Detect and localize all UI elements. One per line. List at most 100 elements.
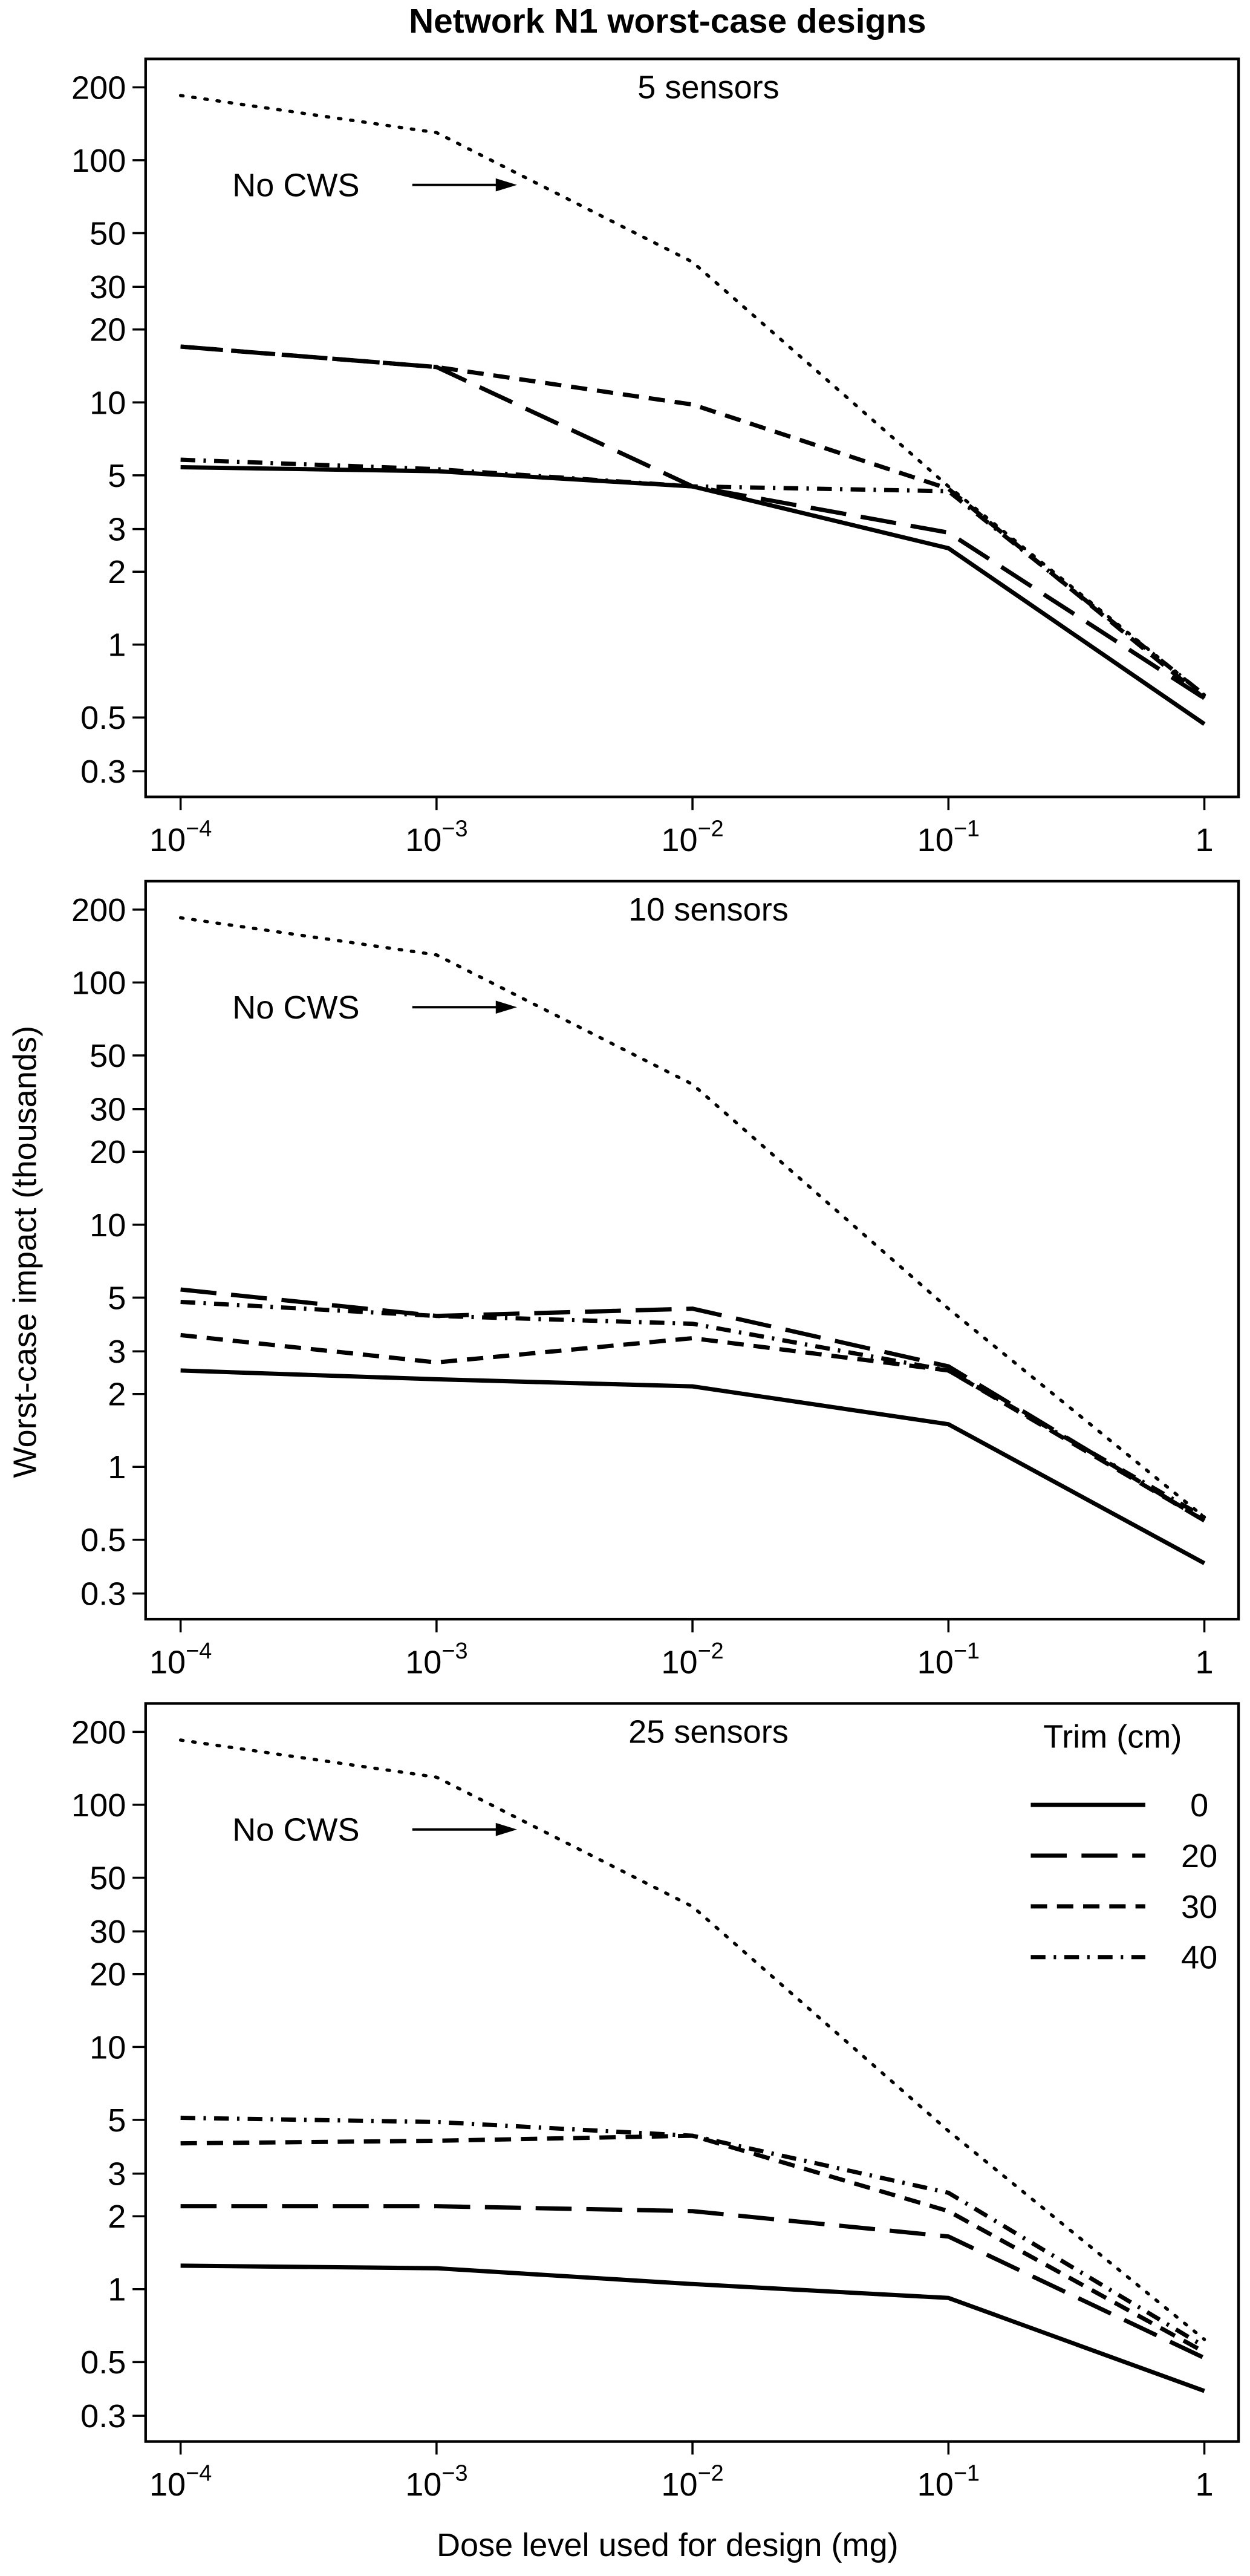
y-tick-label: 0.3 xyxy=(80,1576,126,1612)
figure-title: Network N1 worst-case designs xyxy=(409,2,926,41)
x-tick-exponent: −4 xyxy=(186,817,212,842)
y-tick-label: 100 xyxy=(71,965,126,1001)
x-tick-exponent: −3 xyxy=(441,1639,467,1664)
series-line xyxy=(180,1368,1206,1565)
x-tick-label: 10−2 xyxy=(661,2461,723,2503)
x-tick-exponent: −4 xyxy=(186,2461,212,2486)
y-tick-label: 2 xyxy=(108,1377,126,1413)
y-tick-label: 200 xyxy=(71,1714,126,1750)
x-tick-label: 10−4 xyxy=(149,817,212,858)
y-tick-label: 0.5 xyxy=(80,700,126,736)
y-tick-label: 200 xyxy=(71,892,126,928)
series-line xyxy=(178,1738,1206,2341)
y-tick-label: 2 xyxy=(108,554,126,590)
y-tick-label: 10 xyxy=(90,385,126,421)
x-tick-base: 10 xyxy=(661,1644,697,1680)
x-tick-base: 10 xyxy=(661,2467,697,2503)
y-axis-label: Worst-case impact (thousands) xyxy=(7,1026,44,1478)
annotation-arrowhead xyxy=(495,178,517,192)
x-tick-label: 1 xyxy=(1195,822,1213,858)
y-tick-label: 30 xyxy=(90,269,126,305)
series-line xyxy=(180,344,1206,700)
x-tick-label: 10−4 xyxy=(149,2461,212,2503)
legend-label: 30 xyxy=(1181,1889,1217,1925)
x-tick-label: 10−1 xyxy=(917,817,980,858)
y-tick-label: 3 xyxy=(108,2156,126,2193)
series-line xyxy=(180,2204,1206,2360)
x-tick-label: 1 xyxy=(1195,2467,1213,2503)
legend-label: 40 xyxy=(1181,1940,1217,1976)
x-tick-label: 10−2 xyxy=(661,1639,723,1680)
x-tick-base: 10 xyxy=(917,1644,954,1680)
series-line xyxy=(180,1299,1206,1519)
x-tick-exponent: −4 xyxy=(186,1639,212,1664)
annotation: No CWS xyxy=(232,1812,359,1848)
legend-title: Trim (cm) xyxy=(1043,1718,1182,1755)
y-tick-label: 50 xyxy=(90,1038,126,1074)
y-tick-label: 2 xyxy=(108,2199,126,2235)
y-tick-label: 5 xyxy=(108,2102,126,2139)
series-line xyxy=(178,916,1206,1519)
x-tick-base: 10 xyxy=(917,822,954,858)
y-tick-label: 5 xyxy=(108,1280,126,1316)
series-line xyxy=(180,2133,1206,2354)
y-tick-label: 0.3 xyxy=(80,2398,126,2434)
x-tick-label: 1 xyxy=(1195,1644,1213,1680)
y-tick-label: 20 xyxy=(90,312,126,348)
series-line xyxy=(180,457,1206,697)
y-tick-label: 1 xyxy=(108,1449,126,1485)
legend-label: 20 xyxy=(1181,1838,1217,1874)
annotation-arrowhead xyxy=(495,1000,517,1014)
x-tick-exponent: −2 xyxy=(698,2461,724,2486)
series-line xyxy=(180,465,1206,726)
x-tick-exponent: −1 xyxy=(954,817,980,842)
y-tick-label: 5 xyxy=(108,458,126,494)
x-tick-base: 10 xyxy=(149,822,186,858)
series-line xyxy=(180,2263,1205,2393)
x-tick-exponent: −2 xyxy=(698,817,724,842)
y-tick-label: 0.5 xyxy=(80,2344,126,2381)
y-tick-label: 50 xyxy=(90,1860,126,1896)
series-line xyxy=(180,1287,1206,1523)
x-tick-base: 10 xyxy=(405,2467,441,2503)
x-tick-label: 10−3 xyxy=(405,1639,467,1680)
x-tick-exponent: −3 xyxy=(441,2461,467,2486)
y-tick-label: 10 xyxy=(90,1207,126,1244)
y-tick-label: 3 xyxy=(108,512,126,548)
y-tick-label: 100 xyxy=(71,143,126,179)
x-tick-label: 10−4 xyxy=(149,1639,212,1680)
y-tick-label: 20 xyxy=(90,1957,126,1993)
y-tick-label: 1 xyxy=(108,2272,126,2308)
x-tick-base: 10 xyxy=(149,2467,186,2503)
x-tick-label: 10−3 xyxy=(405,817,467,858)
x-tick-base: 10 xyxy=(405,1644,441,1680)
x-tick-label: 10−1 xyxy=(917,2461,980,2503)
y-tick-label: 10 xyxy=(90,2029,126,2066)
panel-subtitle: 25 sensors xyxy=(628,1714,789,1750)
y-tick-label: 50 xyxy=(90,215,126,252)
y-tick-label: 30 xyxy=(90,1092,126,1128)
legend-label: 0 xyxy=(1190,1787,1208,1824)
y-tick-label: 100 xyxy=(71,1787,126,1824)
panel-subtitle: 5 sensors xyxy=(637,69,780,105)
x-tick-base: 10 xyxy=(661,822,697,858)
y-tick-label: 200 xyxy=(71,70,126,106)
y-tick-label: 3 xyxy=(108,1334,126,1370)
x-tick-base: 10 xyxy=(917,2467,954,2503)
panel-subtitle: 10 sensors xyxy=(628,892,789,928)
x-axis-label: Dose level used for design (mg) xyxy=(437,2527,899,2563)
series-line xyxy=(180,344,1206,700)
y-tick-label: 0.5 xyxy=(80,1522,126,1559)
x-tick-exponent: −1 xyxy=(954,1639,980,1664)
annotation: No CWS xyxy=(232,168,359,204)
series-line xyxy=(180,1332,1206,1523)
x-tick-exponent: −1 xyxy=(954,2461,980,2486)
x-tick-label: 10−1 xyxy=(917,1639,980,1680)
annotation-arrowhead xyxy=(495,1822,517,1836)
x-tick-exponent: −3 xyxy=(441,817,467,842)
y-tick-label: 20 xyxy=(90,1134,126,1170)
